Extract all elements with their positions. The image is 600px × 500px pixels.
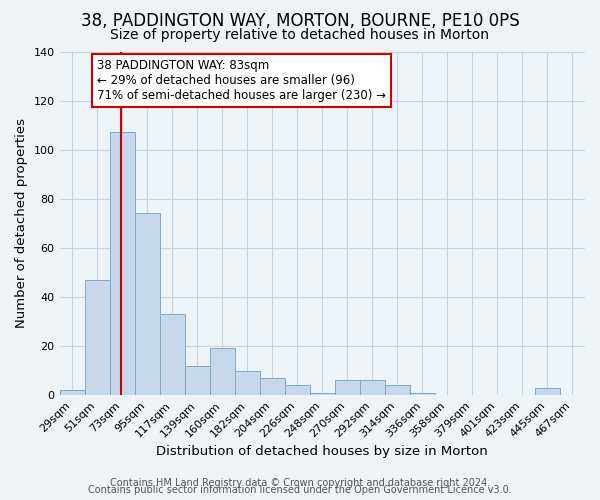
Text: Contains public sector information licensed under the Open Government Licence v3: Contains public sector information licen… — [88, 485, 512, 495]
Bar — [260, 378, 285, 395]
Bar — [110, 132, 134, 395]
Text: 38, PADDINGTON WAY, MORTON, BOURNE, PE10 0PS: 38, PADDINGTON WAY, MORTON, BOURNE, PE10… — [80, 12, 520, 30]
Bar — [335, 380, 360, 395]
Bar — [285, 386, 310, 395]
Bar — [310, 392, 335, 395]
Bar — [360, 380, 385, 395]
Bar — [535, 388, 560, 395]
X-axis label: Distribution of detached houses by size in Morton: Distribution of detached houses by size … — [157, 444, 488, 458]
Bar — [410, 392, 435, 395]
Bar — [185, 366, 209, 395]
Bar — [385, 386, 410, 395]
Bar — [235, 370, 260, 395]
Text: 38 PADDINGTON WAY: 83sqm
← 29% of detached houses are smaller (96)
71% of semi-d: 38 PADDINGTON WAY: 83sqm ← 29% of detach… — [97, 59, 386, 102]
Bar — [209, 348, 235, 395]
Bar — [160, 314, 185, 395]
Bar — [59, 390, 85, 395]
Text: Contains HM Land Registry data © Crown copyright and database right 2024.: Contains HM Land Registry data © Crown c… — [110, 478, 490, 488]
Bar — [134, 214, 160, 395]
Y-axis label: Number of detached properties: Number of detached properties — [15, 118, 28, 328]
Text: Size of property relative to detached houses in Morton: Size of property relative to detached ho… — [110, 28, 490, 42]
Bar — [85, 280, 110, 395]
